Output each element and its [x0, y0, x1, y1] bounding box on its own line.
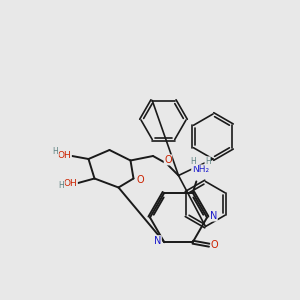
Text: OH: OH [64, 178, 77, 188]
Text: H: H [190, 157, 196, 166]
Text: N: N [210, 211, 217, 221]
Text: NH₂: NH₂ [192, 165, 209, 174]
Text: H: H [205, 157, 211, 166]
Text: O: O [136, 175, 144, 185]
Text: OH: OH [58, 152, 71, 160]
Text: O: O [211, 240, 218, 250]
Text: O: O [164, 155, 172, 165]
Text: H: H [52, 147, 59, 156]
Text: H: H [58, 182, 64, 190]
Text: N: N [154, 236, 161, 246]
